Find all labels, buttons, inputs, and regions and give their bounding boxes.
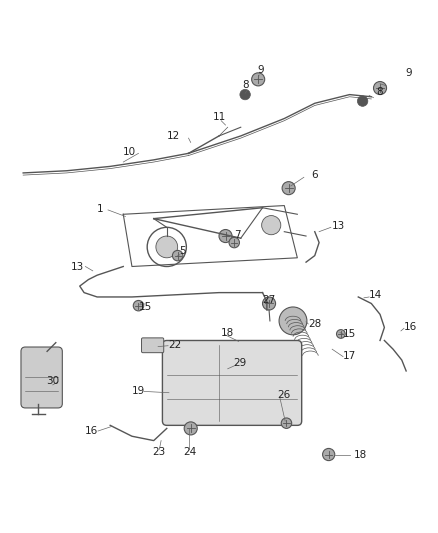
- Text: 8: 8: [242, 80, 248, 90]
- Text: 15: 15: [138, 302, 152, 312]
- Circle shape: [219, 230, 232, 243]
- Circle shape: [357, 96, 368, 107]
- Text: 26: 26: [277, 390, 290, 400]
- Text: 16: 16: [85, 425, 99, 435]
- Circle shape: [229, 237, 240, 248]
- Text: 23: 23: [152, 447, 166, 457]
- Text: 30: 30: [46, 376, 59, 385]
- Circle shape: [184, 422, 197, 435]
- Text: 18: 18: [354, 449, 367, 459]
- Circle shape: [261, 215, 281, 235]
- Circle shape: [252, 73, 265, 86]
- Circle shape: [156, 236, 178, 258]
- Text: 5: 5: [179, 246, 185, 256]
- Text: 10: 10: [123, 148, 136, 157]
- Text: 13: 13: [71, 262, 84, 271]
- FancyBboxPatch shape: [162, 341, 302, 425]
- Text: 15: 15: [343, 329, 356, 339]
- Text: 14: 14: [369, 290, 382, 300]
- Circle shape: [336, 329, 345, 338]
- Circle shape: [133, 301, 144, 311]
- FancyBboxPatch shape: [141, 338, 164, 353]
- Text: 18: 18: [221, 328, 234, 337]
- Circle shape: [282, 182, 295, 195]
- Text: 8: 8: [377, 86, 383, 96]
- Text: 29: 29: [233, 358, 247, 368]
- Text: 7: 7: [234, 230, 240, 240]
- Text: 24: 24: [183, 447, 196, 457]
- Circle shape: [279, 307, 307, 335]
- Circle shape: [374, 82, 387, 94]
- Text: 6: 6: [311, 170, 318, 180]
- Circle shape: [281, 418, 292, 429]
- Circle shape: [240, 90, 251, 100]
- Text: 17: 17: [343, 351, 356, 361]
- FancyBboxPatch shape: [21, 347, 62, 408]
- Text: 22: 22: [168, 340, 181, 350]
- Text: 9: 9: [405, 68, 412, 78]
- Circle shape: [262, 297, 276, 310]
- Text: 11: 11: [212, 112, 226, 122]
- Circle shape: [322, 448, 335, 461]
- Text: 16: 16: [404, 322, 417, 333]
- Text: 9: 9: [257, 65, 264, 75]
- Text: 19: 19: [132, 385, 145, 395]
- Circle shape: [173, 251, 183, 261]
- Text: 28: 28: [308, 319, 321, 329]
- Text: 12: 12: [167, 131, 180, 141]
- Text: 1: 1: [97, 204, 104, 214]
- Text: 13: 13: [332, 221, 345, 231]
- Text: 27: 27: [262, 295, 276, 305]
